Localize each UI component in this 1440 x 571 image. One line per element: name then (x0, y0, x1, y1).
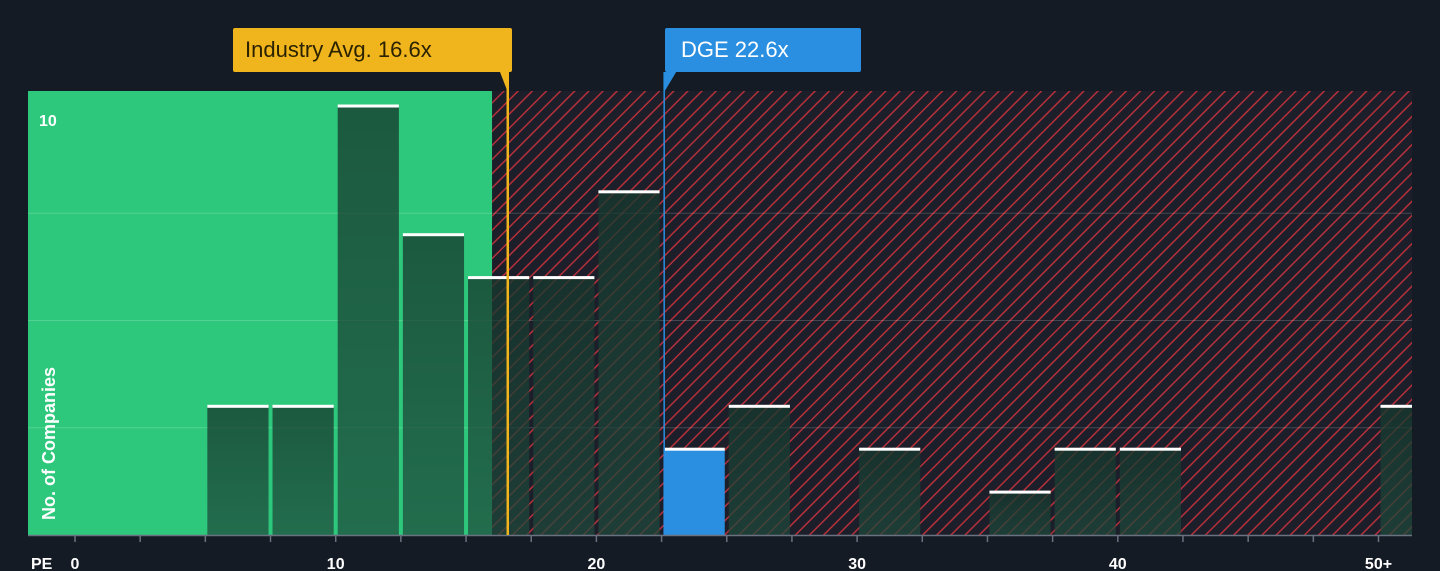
bar-top-line (468, 276, 530, 280)
bar-top-line (728, 404, 790, 408)
histogram-bar-shade (207, 406, 269, 535)
industry-avg-callout (233, 28, 512, 72)
company-pe-pointer (664, 72, 677, 92)
bar-top-line (272, 404, 334, 408)
bar-top-line (859, 447, 921, 451)
x-tick-label: 10 (327, 556, 345, 571)
bar-top-line (1054, 447, 1116, 451)
x-tick-label: 0 (71, 556, 80, 571)
histogram-bar-shade (533, 277, 595, 535)
histogram-bar-shade (1380, 406, 1412, 535)
x-tick-label: 20 (588, 556, 606, 571)
company-pe-callout (665, 28, 861, 72)
histogram-bar-shade (1054, 449, 1116, 535)
histogram-bar-shade (598, 191, 660, 536)
bar-top-line (598, 190, 660, 194)
bar-top-line (1119, 447, 1181, 451)
histogram-bar-shade (337, 106, 399, 535)
histogram-bar-shade (1119, 449, 1181, 535)
x-tick-label: 40 (1109, 556, 1127, 571)
x-tick-label: 30 (848, 556, 866, 571)
bar-top-line (989, 490, 1051, 494)
histogram-bar-shade (272, 406, 334, 535)
company-pe-label: DGE 22.6x (681, 37, 789, 62)
y-tick-label: 10 (39, 113, 57, 130)
y-axis-label: No. of Companies (39, 367, 59, 520)
bar-top-line (337, 104, 399, 108)
bar-top-line (207, 404, 269, 408)
histogram-bar-shade (402, 234, 465, 535)
bar-top-line (663, 447, 725, 451)
bar-top-line (402, 233, 465, 237)
histogram-bar-shade (989, 492, 1051, 535)
x-tick-label: 50+ (1365, 556, 1392, 571)
bar-top-line (533, 276, 595, 280)
histogram-bar-shade (859, 449, 921, 535)
industry-avg-label: Industry Avg. 16.6x (245, 37, 432, 62)
company-bar (663, 449, 725, 535)
histogram-bar-shade (728, 406, 790, 535)
bar-top-line (1380, 404, 1412, 408)
x-axis-label: PE (31, 556, 53, 571)
industry-avg-pointer (500, 72, 512, 92)
histogram-bar-shade (468, 277, 530, 535)
